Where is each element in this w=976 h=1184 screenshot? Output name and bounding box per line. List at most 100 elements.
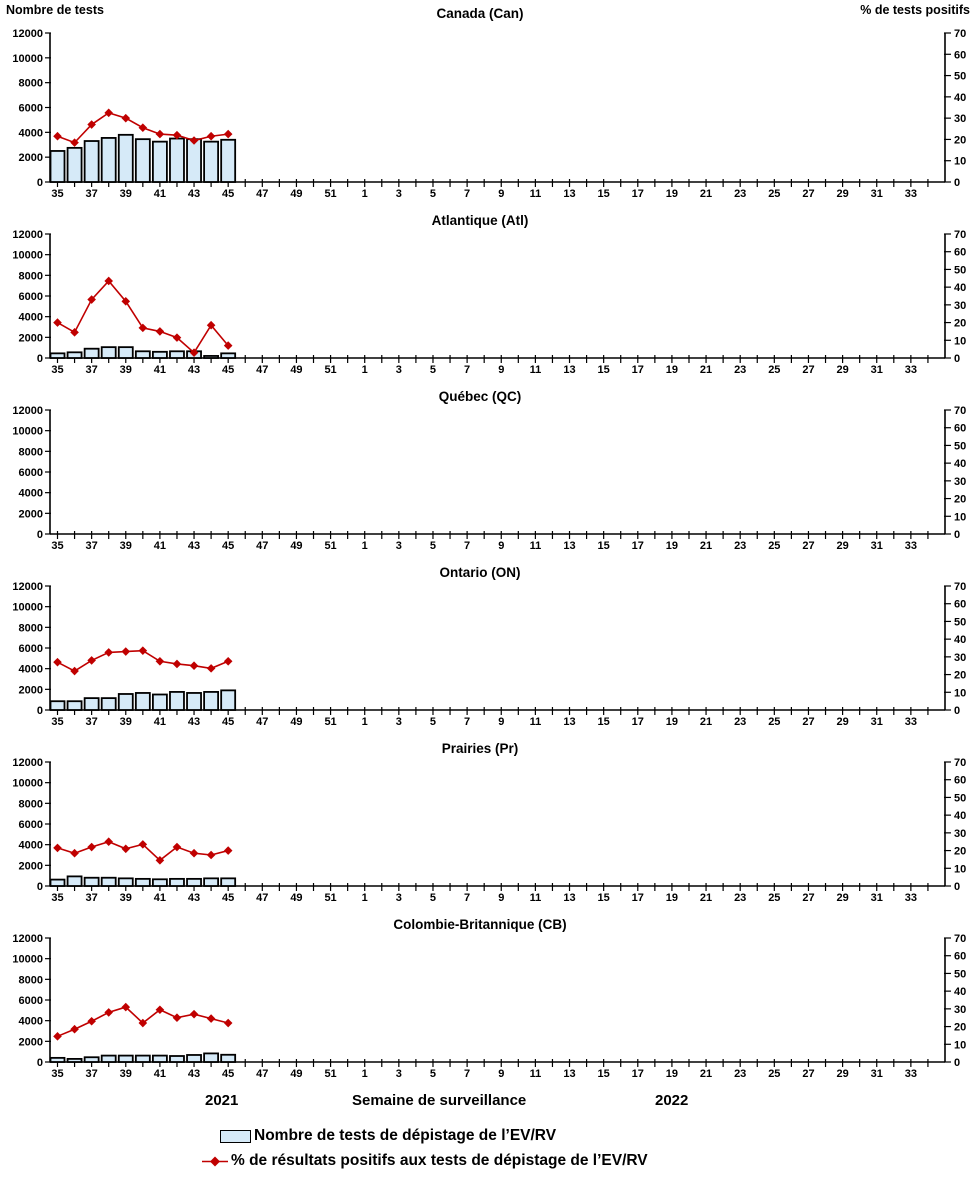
legend-item-tests: Nombre de tests de dépistage de l’EV/RV (220, 1127, 976, 1145)
left-tick-label: 12000 (12, 405, 43, 417)
pct-line (57, 279, 229, 354)
left-tick-label: 8000 (19, 798, 43, 810)
chart-panels: Canada (Can) Nombre de tests % de tests po… (6, 3, 970, 1080)
x-tick-label: 17 (632, 1068, 644, 1080)
left-tick-label: 4000 (19, 488, 43, 500)
bar-week-40 (134, 138, 151, 183)
pct-point-week-39 (121, 844, 131, 854)
left-tick-label: 2000 (19, 152, 43, 164)
bar-week-45 (220, 138, 237, 183)
x-tick-label: 13 (563, 540, 575, 552)
x-tick-label: 5 (430, 716, 436, 728)
x-tick-label: 41 (154, 1068, 166, 1080)
right-tick-label: 20 (954, 846, 966, 858)
chart-panel-atlantique: Atlantique (Atl)020004000600080001000012… (12, 213, 966, 376)
right-tick-label: 10 (954, 863, 966, 875)
right-tick-label: 10 (954, 156, 966, 168)
left-tick-label: 0 (37, 1057, 43, 1069)
panel-title-prairies: Prairies (Pr) (442, 741, 519, 756)
x-tick-label: 5 (430, 364, 436, 376)
x-tick-label: 49 (290, 364, 302, 376)
x-tick-label: 49 (290, 1068, 302, 1080)
left-tick-label: 4000 (19, 1016, 43, 1028)
pct-point-week-38 (104, 1008, 114, 1017)
pct-point-week-35 (53, 318, 62, 327)
pct-point-week-43 (189, 848, 199, 858)
x-tick-label: 39 (120, 188, 132, 200)
right-tick-label: 30 (954, 300, 966, 312)
pct-point-week-41 (155, 856, 165, 865)
x-tick-label: 21 (700, 716, 712, 728)
pct-point-week-35 (53, 657, 62, 667)
x-tick-label: 43 (188, 364, 200, 376)
right-tick-label: 20 (954, 318, 966, 330)
x-tick-label: 3 (396, 1068, 402, 1080)
bar-week-36 (66, 146, 83, 183)
x-tick-label: 39 (120, 892, 132, 904)
right-tick-label: 0 (954, 529, 960, 541)
bar-week-45 (220, 689, 237, 711)
x-tick-label: 37 (86, 188, 98, 200)
left-tick-label: 8000 (19, 446, 43, 458)
x-tick-label: 33 (905, 1068, 917, 1080)
x-tick-label: 27 (802, 364, 814, 376)
x-tick-label: 31 (871, 892, 883, 904)
right-tick-label: 50 (954, 71, 966, 83)
right-tick-label: 20 (954, 670, 966, 682)
x-tick-label: 15 (598, 188, 610, 200)
pct-point-week-42 (172, 659, 182, 669)
left-tick-label: 12000 (12, 581, 43, 593)
pct-point-week-43 (189, 1009, 199, 1019)
right-tick-label: 70 (954, 229, 966, 241)
pct-point-week-36 (70, 848, 79, 858)
x-tick-label: 23 (734, 1068, 746, 1080)
x-tick-label: 35 (51, 716, 63, 728)
left-tick-label: 8000 (19, 270, 43, 282)
panel-title-canada: Canada (Can) (436, 6, 523, 21)
x-tick-label: 31 (871, 716, 883, 728)
x-tick-label: 43 (188, 188, 200, 200)
x-tick-label: 27 (802, 716, 814, 728)
x-tick-label: 23 (734, 540, 746, 552)
pct-point-week-38 (104, 837, 114, 847)
pct-point-week-45 (223, 846, 233, 855)
x-tick-label: 25 (768, 892, 780, 904)
left-tick-label: 6000 (19, 467, 43, 479)
x-tick-label: 21 (700, 540, 712, 552)
x-tick-label: 49 (290, 892, 302, 904)
left-tick-label: 6000 (19, 819, 43, 831)
bar-week-42 (169, 691, 185, 711)
right-tick-label: 70 (954, 405, 966, 417)
chart-panel-ontario: Ontario (ON) 0 2000 4000 6000 8000 10000 12000 0… (12, 565, 966, 728)
x-tick-label: 13 (563, 188, 575, 200)
pct-point-week-41 (155, 1005, 165, 1015)
pct-point-week-40 (138, 646, 148, 655)
left-tick-label: 2000 (19, 684, 43, 696)
x-tick-label: 45 (222, 364, 234, 376)
x-tick-label: 15 (598, 892, 610, 904)
right-tick-label: 20 (954, 134, 966, 146)
x-tick-label: 51 (324, 188, 336, 200)
x-tick-label: 29 (836, 716, 848, 728)
x-tick-label: 21 (700, 892, 712, 904)
pct-point-week-42 (172, 1013, 182, 1023)
left-tick-label: 0 (37, 177, 43, 189)
left-tick-label: 6000 (19, 995, 43, 1007)
x-tick-label: 25 (768, 188, 780, 200)
x-tick-label: 45 (222, 1068, 234, 1080)
chart-panel-canada: Canada (Can) Nombre de tests % de tests po… (6, 3, 970, 200)
pct-point-week-45 (223, 1018, 233, 1028)
x-tick-label: 45 (222, 540, 234, 552)
bar-week-41 (152, 140, 168, 183)
right-tick-label: 30 (954, 113, 966, 125)
bar-week-40 (134, 1054, 151, 1063)
right-tick-label: 60 (954, 775, 966, 787)
x-tick-label: 31 (871, 188, 883, 200)
x-tick-label: 19 (666, 892, 678, 904)
x-tick-label: 27 (802, 892, 814, 904)
right-tick-label: 0 (954, 881, 960, 893)
right-tick-label: 10 (954, 511, 966, 523)
x-tick-label: 7 (464, 540, 470, 552)
x-tick-label: 35 (51, 540, 63, 552)
x-tick-label: 41 (154, 716, 166, 728)
